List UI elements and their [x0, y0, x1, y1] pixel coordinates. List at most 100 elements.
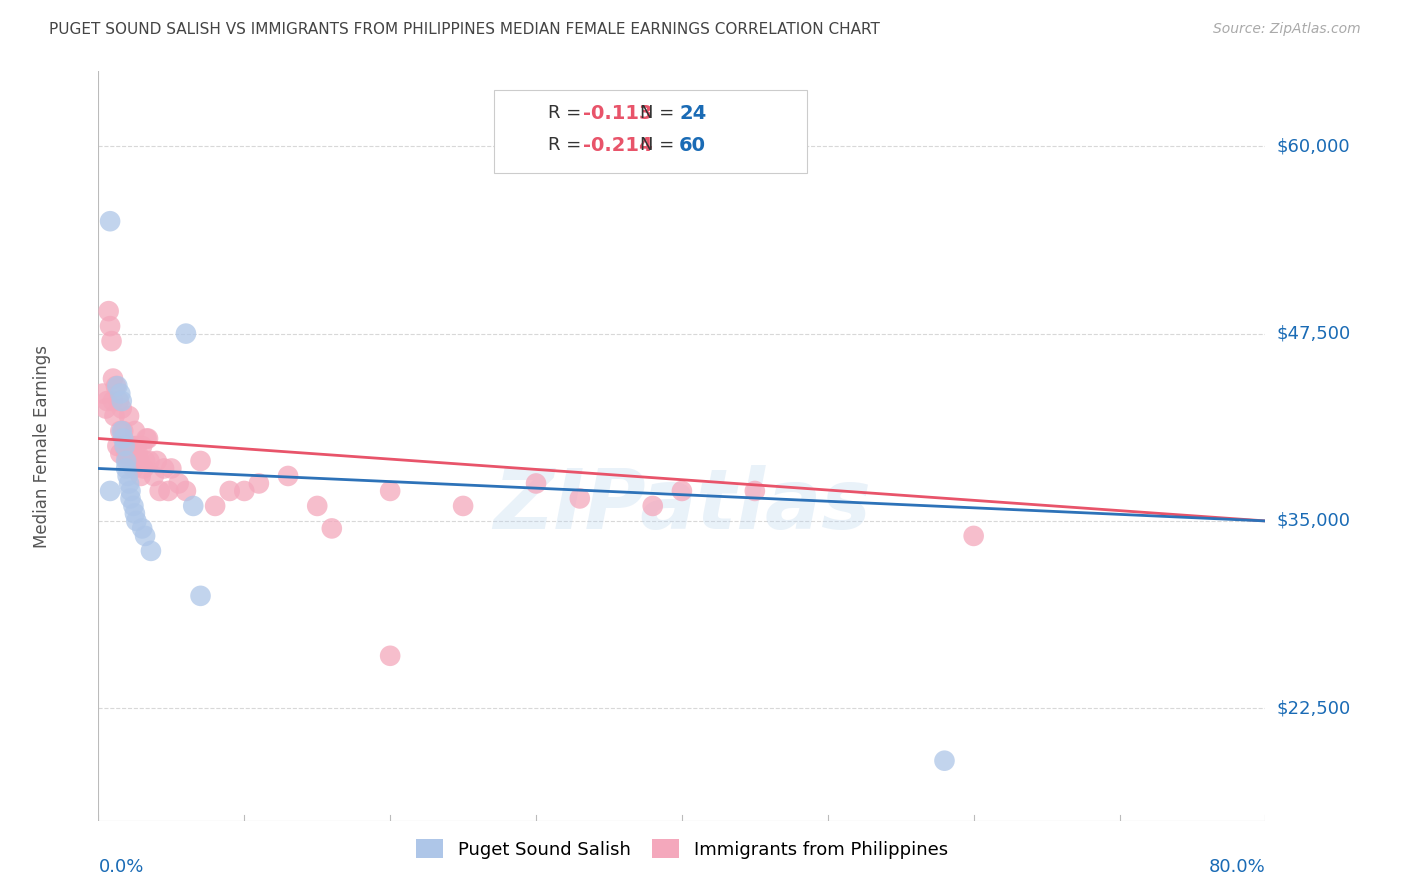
- Point: [139, 544, 162, 558]
- Point: [101, 394, 124, 409]
- Point: [98, 214, 121, 228]
- Point: [105, 439, 128, 453]
- Text: 24: 24: [679, 103, 706, 123]
- Point: [118, 439, 141, 453]
- Point: [114, 439, 136, 453]
- Point: [91, 386, 114, 401]
- Text: Source: ZipAtlas.com: Source: ZipAtlas.com: [1213, 22, 1361, 37]
- Text: R =: R =: [548, 136, 588, 154]
- Point: [380, 648, 402, 663]
- Point: [127, 446, 149, 460]
- Point: [136, 432, 159, 446]
- Point: [934, 754, 956, 768]
- Point: [157, 483, 180, 498]
- Point: [451, 499, 474, 513]
- Text: ZIPatlas: ZIPatlas: [494, 466, 870, 547]
- Text: $35,000: $35,000: [1277, 512, 1351, 530]
- Point: [142, 469, 165, 483]
- Point: [204, 499, 226, 513]
- Text: PUGET SOUND SALISH VS IMMIGRANTS FROM PHILIPPINES MEDIAN FEMALE EARNINGS CORRELA: PUGET SOUND SALISH VS IMMIGRANTS FROM PH…: [49, 22, 880, 37]
- Point: [568, 491, 591, 506]
- Point: [233, 483, 256, 498]
- Point: [131, 439, 153, 453]
- Point: [218, 483, 240, 498]
- Text: 60: 60: [679, 136, 706, 155]
- Point: [153, 461, 176, 475]
- Point: [117, 469, 139, 483]
- Point: [380, 483, 402, 498]
- Point: [160, 461, 183, 475]
- Point: [190, 589, 212, 603]
- Point: [115, 446, 138, 460]
- Point: [100, 334, 122, 348]
- Point: [124, 507, 146, 521]
- Point: [94, 401, 117, 416]
- Point: [524, 476, 547, 491]
- Point: [122, 461, 145, 475]
- Point: [135, 432, 157, 446]
- Point: [149, 483, 172, 498]
- Point: [97, 304, 120, 318]
- Text: $60,000: $60,000: [1277, 137, 1350, 155]
- Text: $22,500: $22,500: [1277, 699, 1351, 717]
- Point: [277, 469, 299, 483]
- Point: [114, 439, 136, 453]
- Point: [167, 476, 190, 491]
- Point: [174, 326, 197, 341]
- Point: [174, 483, 197, 498]
- Text: N =: N =: [640, 136, 679, 154]
- Text: 80.0%: 80.0%: [1209, 858, 1265, 876]
- Point: [101, 371, 124, 385]
- Point: [122, 499, 145, 513]
- Point: [120, 454, 142, 468]
- Point: [103, 409, 125, 423]
- Point: [128, 454, 150, 468]
- Point: [131, 521, 153, 535]
- Point: [121, 439, 143, 453]
- Point: [124, 424, 146, 438]
- Point: [671, 483, 693, 498]
- Point: [129, 469, 152, 483]
- Point: [96, 394, 118, 409]
- Text: 0.0%: 0.0%: [98, 858, 143, 876]
- Legend: Puget Sound Salish, Immigrants from Philippines: Puget Sound Salish, Immigrants from Phil…: [406, 830, 957, 868]
- Point: [108, 394, 131, 409]
- Point: [110, 424, 132, 438]
- Point: [115, 461, 138, 475]
- Point: [105, 379, 128, 393]
- Point: [125, 514, 148, 528]
- Point: [110, 386, 132, 401]
- Point: [115, 454, 138, 468]
- Point: [117, 454, 139, 468]
- Point: [190, 454, 212, 468]
- Point: [98, 319, 121, 334]
- Point: [146, 454, 169, 468]
- Text: $47,500: $47,500: [1277, 325, 1351, 343]
- Point: [744, 483, 766, 498]
- Point: [111, 394, 134, 409]
- Point: [962, 529, 984, 543]
- Point: [111, 401, 134, 416]
- Point: [181, 499, 204, 513]
- Point: [104, 379, 127, 393]
- Point: [98, 483, 121, 498]
- Point: [111, 424, 134, 438]
- Point: [307, 499, 329, 513]
- Point: [134, 529, 156, 543]
- Text: R =: R =: [548, 104, 588, 122]
- Point: [110, 446, 132, 460]
- Point: [112, 432, 135, 446]
- Point: [120, 483, 142, 498]
- Point: [132, 461, 155, 475]
- Point: [118, 409, 141, 423]
- Point: [112, 424, 135, 438]
- Text: Median Female Earnings: Median Female Earnings: [34, 344, 52, 548]
- Point: [120, 491, 142, 506]
- Point: [125, 439, 148, 453]
- Point: [321, 521, 343, 535]
- Point: [247, 476, 270, 491]
- Point: [118, 476, 141, 491]
- Text: -0.214: -0.214: [583, 136, 654, 155]
- Point: [641, 499, 664, 513]
- Text: N =: N =: [640, 104, 679, 122]
